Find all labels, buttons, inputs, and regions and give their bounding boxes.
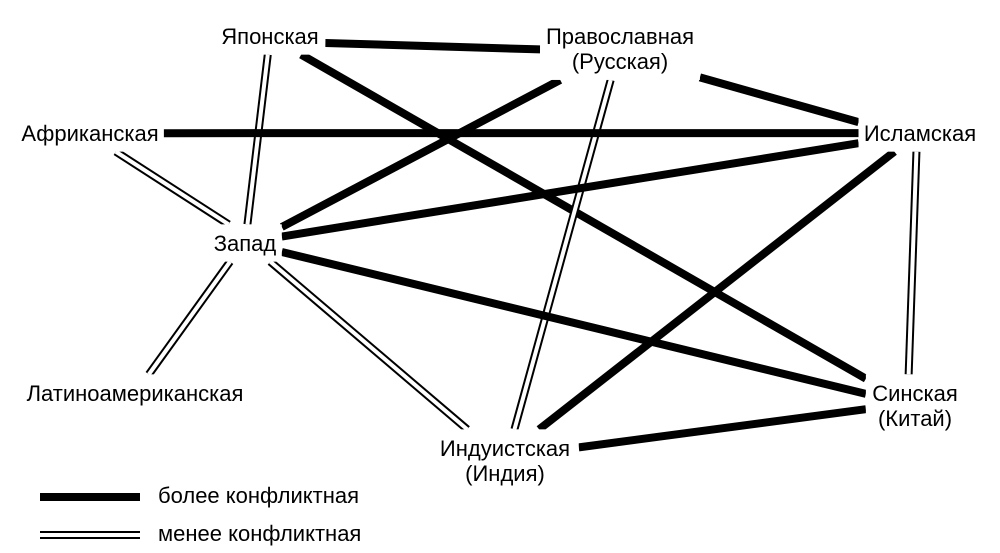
- node-label-islamic: Исламская: [864, 121, 976, 146]
- node-label2-hindu: (Индия): [465, 461, 545, 486]
- nodes-layer: Японская Православная(Русская) Африканская…: [16, 17, 981, 492]
- node-label2-sinic: (Китай): [878, 406, 952, 431]
- civilizations-network-diagram: Японская Православная(Русская) Африканская…: [0, 0, 1000, 553]
- edge-west-latin-less-inner: [149, 262, 230, 375]
- edge-orthodox-west-more: [282, 80, 560, 227]
- node-label-west: Запад: [214, 231, 277, 256]
- legend-label-more: более конфликтная: [158, 483, 359, 508]
- node-label-latin: Латиноамериканская: [27, 381, 244, 406]
- node-label-hindu: Индуистская: [440, 436, 570, 461]
- edge-japanese-west-less-inner: [247, 55, 267, 225]
- edge-japanese-orthodox-more: [325, 43, 540, 49]
- node-label-african: Африканская: [21, 121, 158, 146]
- legend-label-less: менее конфликтная: [158, 521, 361, 546]
- node-label2-orthodox: (Русская): [572, 49, 668, 74]
- node-label-japanese: Японская: [221, 24, 318, 49]
- edge-west-sinic-more: [282, 252, 866, 394]
- legend-layer: более конфликтная менее конфликтная: [40, 483, 361, 546]
- edge-african-west-less-inner: [116, 152, 229, 225]
- node-label-orthodox: Православная: [546, 24, 694, 49]
- edge-hindu-sinic-more: [579, 409, 866, 447]
- node-label-sinic: Синская: [872, 381, 958, 406]
- edge-orthodox-islamic-more: [700, 77, 859, 122]
